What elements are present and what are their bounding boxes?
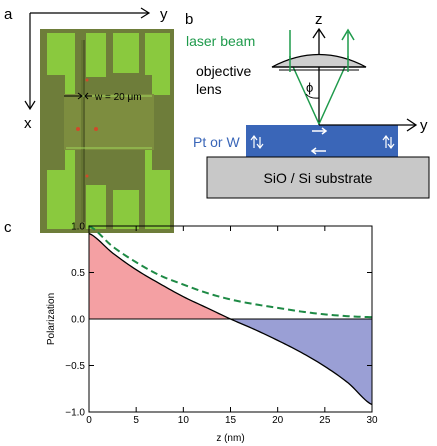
objective-label-line2: lens (196, 81, 222, 97)
y-tick-label: −0.5 (65, 361, 85, 372)
x-axis-title: z (nm) (216, 433, 244, 444)
film-label: Pt or W (193, 134, 240, 150)
panel-c: c 0 5 10 15 20 25 30 −1.0 −0.5 0.0 0.5 1.0 Polariza… (4, 219, 378, 444)
substrate-label: SiO / Si substrate (264, 170, 373, 186)
objective-label-line1: objective (196, 63, 251, 79)
y-tick-label: −1.0 (65, 408, 85, 419)
axis-z-arrowhead (312, 27, 326, 39)
panel-label-c: c (4, 219, 12, 236)
axis-y-label: y (160, 6, 168, 23)
x-tick-label: 15 (225, 415, 237, 426)
x-tick-label: 20 (272, 415, 284, 426)
laser-arrowhead (341, 28, 355, 41)
device-micrograph (40, 29, 174, 233)
axis-y2-arrowhead (406, 118, 418, 132)
panel-b: b z ϕ laser beam objective lens Pt or W (185, 11, 430, 199)
axis-y2-label: y (420, 117, 428, 134)
polarization-chart: 0 5 10 15 20 25 30 −1.0 −0.5 0.0 0.5 1.0 (65, 222, 378, 427)
x-tick-label: 5 (133, 415, 139, 426)
fill-region-1 (89, 233, 231, 319)
y-tick-label: 1.0 (71, 222, 85, 233)
x-tick-label: 30 (366, 415, 378, 426)
metal-film (246, 125, 398, 157)
laser-incident (289, 59, 320, 125)
x-tick-label: 25 (319, 415, 331, 426)
laser-beam-label: laser beam (186, 33, 255, 49)
panel-label-a: a (4, 6, 13, 23)
x-tick-label: 10 (178, 415, 190, 426)
spin-arrows (250, 127, 395, 155)
width-annotation: w = 20 μm (94, 92, 142, 103)
series-line-1 (88, 232, 373, 406)
y-axis-title: Polarization (46, 293, 57, 345)
series-line-2 (88, 225, 373, 319)
angle-arc (305, 93, 320, 99)
axis-x-arrowhead (24, 100, 36, 111)
fill-region-2 (230, 319, 372, 405)
y-tick-label: 0.5 (71, 268, 85, 279)
axis-z-label: z (315, 11, 323, 28)
angle-label: ϕ (306, 80, 313, 95)
panel-a: a y x (4, 6, 174, 233)
substrate (206, 156, 430, 199)
y-tick-label: 0.0 (71, 315, 85, 326)
axis-x-label: x (24, 115, 32, 132)
panel-label-b: b (185, 11, 193, 28)
laser-reflected (318, 59, 349, 125)
axis-y-arrowhead (140, 7, 151, 19)
x-tick-label: 0 (86, 415, 92, 426)
objective-lens (271, 54, 367, 68)
